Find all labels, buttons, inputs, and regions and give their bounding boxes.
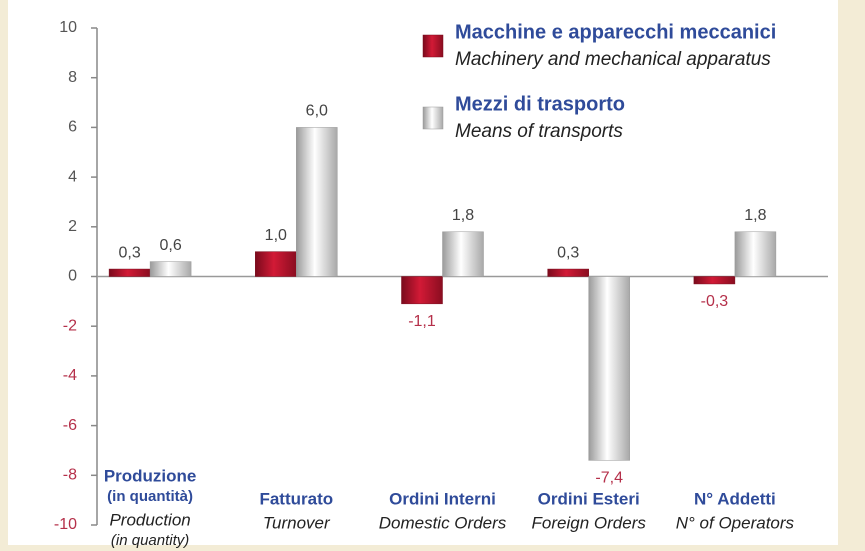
x-tick-label-en: (in quantity) [111, 532, 189, 549]
y-tick-label: 0 [68, 268, 77, 285]
y-tick-label: 6 [68, 119, 77, 136]
value-label: 1,8 [452, 207, 474, 224]
legend-swatch [422, 34, 444, 58]
y-tick-label: -10 [54, 516, 77, 533]
x-tick-label: (in quantità) [107, 488, 193, 505]
legend-label: Mezzi di trasporto [455, 93, 625, 115]
legend-label-en: Means of transports [455, 121, 623, 142]
bar [108, 268, 151, 277]
x-tick-label-en: N° of Operators [676, 513, 795, 532]
value-label: 1,8 [744, 207, 766, 224]
y-tick-label: 4 [68, 168, 77, 185]
bar [149, 261, 192, 277]
value-label: 0,6 [159, 237, 181, 254]
bar [401, 276, 443, 305]
bar [693, 276, 736, 285]
x-tick-label: Fatturato [259, 489, 333, 508]
bar [442, 231, 484, 277]
x-tick-label: N° Addetti [694, 489, 776, 508]
value-label: 0,3 [118, 244, 140, 261]
legend-swatch [422, 106, 444, 130]
value-label: 0,3 [557, 244, 579, 261]
legend-label-en: Machinery and mechanical apparatus [455, 49, 771, 70]
bar [296, 127, 338, 277]
y-tick-label: -2 [63, 317, 77, 334]
bar [734, 231, 777, 277]
value-label: -1,1 [408, 313, 436, 330]
bar [255, 251, 297, 277]
value-label: -0,3 [701, 293, 729, 310]
value-label: 1,0 [265, 227, 287, 244]
x-tick-label-en: Production [109, 510, 190, 529]
bar [588, 276, 630, 461]
y-tick-label: -8 [63, 467, 77, 484]
bar [547, 268, 589, 277]
y-tick-label: 8 [68, 69, 77, 86]
value-label: 6,0 [306, 103, 328, 120]
x-tick-label-en: Domestic Orders [379, 513, 507, 532]
x-tick-label-en: Turnover [263, 513, 331, 532]
legend-label: Macchine e apparecchi meccanici [455, 21, 776, 43]
x-tick-label-en: Foreign Orders [532, 513, 647, 532]
y-tick-label: 2 [68, 218, 77, 235]
x-tick-label: Produzione [104, 466, 197, 485]
y-tick-label: 10 [59, 19, 77, 36]
y-tick-label: -4 [63, 367, 77, 384]
y-tick-label: -6 [63, 417, 77, 434]
x-tick-label: Ordini Interni [389, 489, 496, 508]
value-label: -7,4 [595, 470, 623, 487]
x-tick-label: Ordini Esteri [538, 489, 640, 508]
